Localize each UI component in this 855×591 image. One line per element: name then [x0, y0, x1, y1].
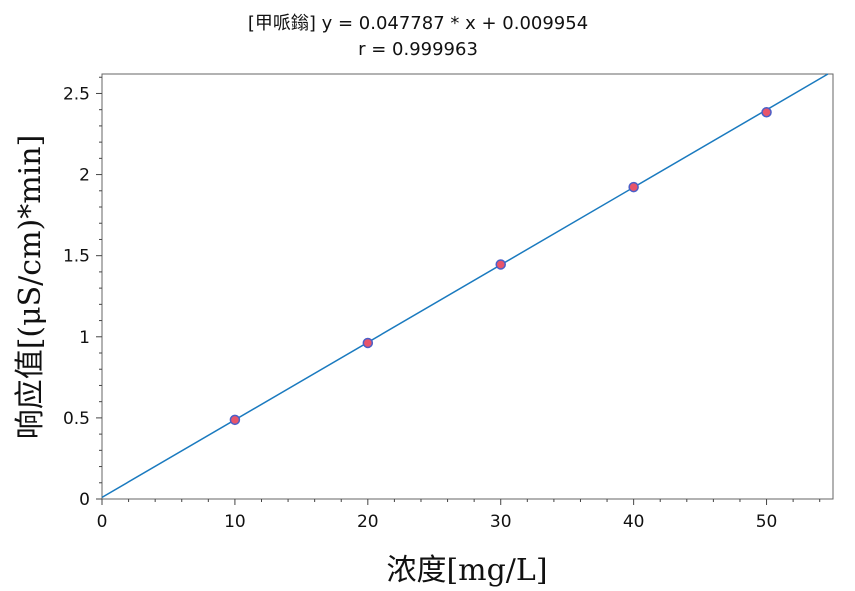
chart-title-correlation: r = 0.999963 — [358, 39, 478, 60]
data-point — [628, 181, 639, 193]
x-tick-label: 30 — [490, 512, 512, 532]
data-points — [229, 107, 772, 426]
y-axis: 0 0.5 1 1.5 2 2.5 — [63, 76, 102, 510]
chart-title-equation: [甲哌鎓] y = 0.047787 * x + 0.009954 — [248, 13, 588, 34]
x-axis: 0 10 20 30 40 50 — [97, 499, 821, 532]
y-tick-label: 2 — [79, 166, 90, 186]
x-tick-label: 0 — [97, 512, 108, 532]
y-tick-label: 1.5 — [63, 247, 90, 267]
x-axis-title: 浓度[mg/L] — [386, 553, 547, 588]
y-tick-label: 1 — [79, 328, 90, 348]
y-tick-label: 0 — [79, 490, 90, 510]
data-point — [362, 337, 374, 349]
x-tick-label: 50 — [756, 512, 778, 532]
y-axis-title: 响应值[(μS/cm)*min] — [13, 135, 48, 440]
x-tick-label: 20 — [357, 512, 379, 532]
x-tick-label: 10 — [224, 512, 246, 532]
y-tick-label: 0.5 — [63, 409, 90, 429]
data-point — [495, 259, 506, 270]
data-point — [229, 414, 241, 426]
plot-area — [101, 73, 834, 500]
data-point — [761, 107, 772, 118]
x-tick-label: 40 — [623, 512, 645, 532]
fit-line — [101, 73, 829, 499]
fit-line-layer — [101, 73, 829, 499]
y-tick-label: 2.5 — [63, 84, 90, 104]
